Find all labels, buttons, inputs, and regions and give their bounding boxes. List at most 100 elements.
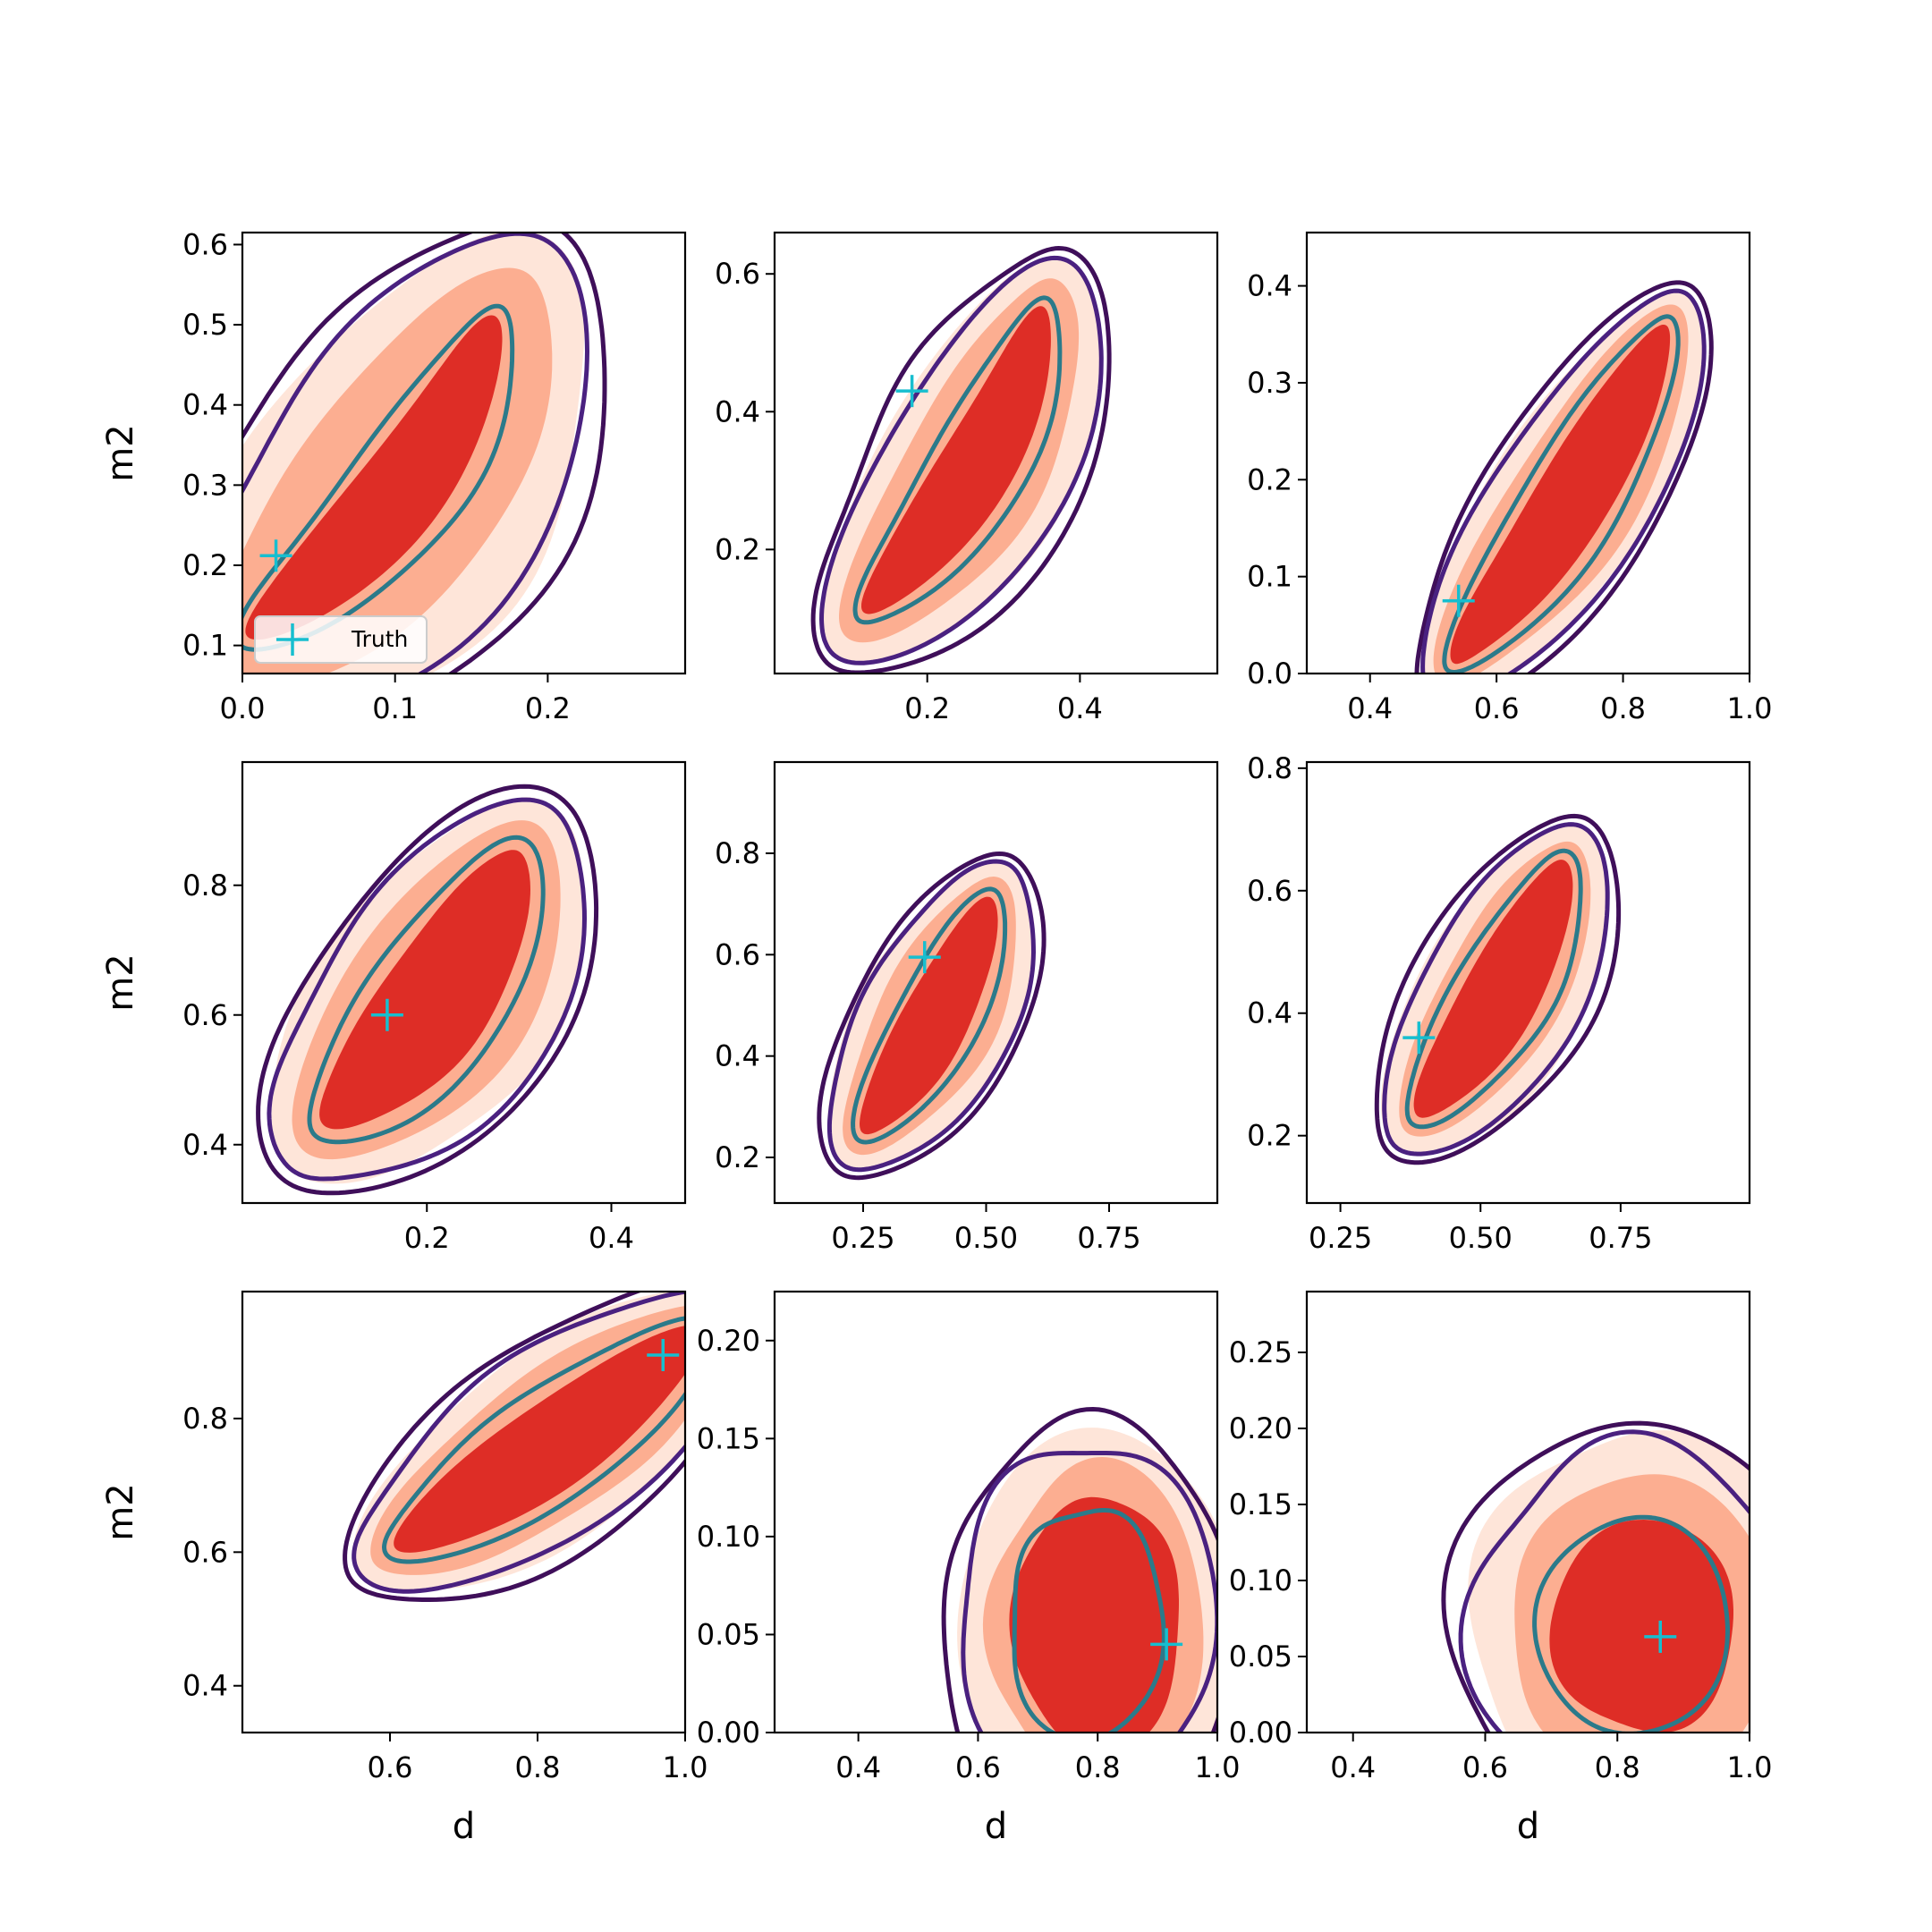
contour-line-2 xyxy=(819,255,1104,665)
density-fill-level-3 xyxy=(319,850,530,1130)
y-tick-label: 0.4 xyxy=(182,1128,228,1162)
axes-frame xyxy=(241,760,687,1205)
panel-row2-col1: 0.2 0.4 0.4 0.6 0.8 m2 xyxy=(100,760,687,1255)
contour-line-3 xyxy=(852,295,1063,625)
contour-line-3 xyxy=(382,1316,685,1564)
y-tick-label: 0.1 xyxy=(1247,560,1292,594)
x-tick-label: 0.6 xyxy=(955,1750,1001,1784)
density-fill-level-3 xyxy=(1009,1496,1179,1733)
y-tick-label: 0.2 xyxy=(715,532,760,566)
x-tick-label: 0.2 xyxy=(404,1221,450,1255)
truth-marker xyxy=(1402,1021,1436,1055)
y-tick-label: 0.3 xyxy=(182,468,228,502)
x-tick-label: 0.8 xyxy=(1075,1750,1121,1784)
legend: Truth xyxy=(254,615,428,664)
y-tick-label: 0.15 xyxy=(697,1421,760,1455)
x-tick-label: 0.75 xyxy=(1077,1221,1140,1255)
x-tick-label: 0.0 xyxy=(220,691,266,725)
panel-row3-col2: 0.4 0.6 0.8 1.0 0.00 0.05 0.10 0.15 0.20 d xyxy=(697,1290,1240,1847)
contour-line-2 xyxy=(352,1292,685,1594)
y-tick-label: 0.3 xyxy=(1247,366,1292,400)
x-tick-label: 0.75 xyxy=(1589,1221,1652,1255)
contour-line-1 xyxy=(242,233,607,674)
y-tick-label: 0.5 xyxy=(182,308,228,342)
x-axis-label: d xyxy=(453,1806,475,1847)
x-tick-label: 0.8 xyxy=(1600,691,1646,725)
truth-marker xyxy=(895,375,928,408)
y-tick-label: 0.4 xyxy=(182,1669,228,1703)
panel-row1-col1: 0.0 0.1 0.2 0.1 0.2 0.3 0.4 0.5 0.6 Truth m2 xyxy=(100,227,687,725)
x-tick-label: 0.4 xyxy=(589,1221,634,1255)
y-tick-label: 0.6 xyxy=(182,1535,228,1569)
density-fill-level-3 xyxy=(1450,325,1671,665)
y-tick-label: 0.8 xyxy=(182,869,228,902)
contour-line-2 xyxy=(242,233,589,674)
panel-row2-col3: 0.25 0.50 0.75 0.2 0.4 0.6 0.8 xyxy=(1247,751,1751,1255)
density-fill-level-3 xyxy=(394,1326,685,1553)
contour-line-3 xyxy=(1532,1514,1730,1733)
contour-line-3 xyxy=(1012,1508,1166,1733)
density-fill-level-3 xyxy=(861,306,1051,614)
y-tick-label: 0.10 xyxy=(1229,1563,1292,1597)
y-tick-label: 0.15 xyxy=(1229,1487,1292,1521)
x-tick-label: 0.4 xyxy=(1330,1750,1376,1784)
x-tick-label: 0.8 xyxy=(1595,1750,1640,1784)
y-tick-label: 0.4 xyxy=(1247,996,1292,1030)
contour-line-3 xyxy=(851,886,1008,1145)
axes-frame xyxy=(1305,760,1751,1205)
x-tick-label: 0.50 xyxy=(1449,1221,1513,1255)
y-tick-label: 0.4 xyxy=(1247,269,1292,303)
x-tick-label: 0.50 xyxy=(954,1221,1018,1255)
plot-area xyxy=(1441,1420,1750,1733)
contour-line-2 xyxy=(1458,1429,1750,1733)
contour-line-1 xyxy=(817,852,1046,1181)
x-tick-label: 0.6 xyxy=(368,1750,413,1784)
panel-row3-col1: 0.6 0.8 1.0 0.4 0.6 0.8 m2 d xyxy=(100,1290,708,1847)
x-tick-label: 0.4 xyxy=(1057,691,1103,725)
x-tick-label: 0.6 xyxy=(1474,691,1520,725)
plot-area xyxy=(941,1407,1217,1733)
y-tick-label: 0.4 xyxy=(715,394,760,428)
contour-line-3 xyxy=(242,303,515,652)
y-tick-label: 0.2 xyxy=(715,1140,760,1174)
axes-frame xyxy=(241,231,687,675)
truth-marker xyxy=(647,1338,680,1371)
x-tick-label: 0.8 xyxy=(515,1750,561,1784)
legend-label: Truth xyxy=(351,626,408,652)
x-tick-label: 0.25 xyxy=(1309,1221,1372,1255)
contour-line-2 xyxy=(1420,288,1707,674)
y-tick-label: 0.6 xyxy=(715,257,760,291)
density-fill-level-3 xyxy=(1549,1520,1733,1733)
y-tick-label: 0.2 xyxy=(1247,1119,1292,1153)
y-tick-label: 0.2 xyxy=(1247,462,1292,496)
axes-frame xyxy=(773,760,1219,1205)
truth-marker xyxy=(1150,1628,1183,1661)
axes-frame xyxy=(1305,1290,1751,1734)
x-tick-label: 0.4 xyxy=(835,1750,881,1784)
x-tick-label: 0.2 xyxy=(525,691,571,725)
y-axis-label: m2 xyxy=(100,1483,141,1540)
y-tick-label: 0.0 xyxy=(1247,657,1292,691)
density-fill-level-3 xyxy=(245,315,503,640)
y-tick-label: 0.6 xyxy=(1247,874,1292,908)
y-tick-label: 0.20 xyxy=(1229,1411,1292,1445)
contour-line-1 xyxy=(1414,280,1714,674)
y-tick-label: 0.4 xyxy=(182,388,228,422)
x-tick-label: 0.2 xyxy=(904,691,950,725)
panel-row1-col3: 0.4 0.6 0.8 1.0 0.0 0.1 0.2 0.3 0.4 xyxy=(1247,231,1772,725)
y-tick-label: 0.8 xyxy=(1247,751,1292,785)
plot-area xyxy=(343,1292,685,1602)
x-tick-label: 0.4 xyxy=(1347,691,1393,725)
y-tick-label: 0.2 xyxy=(182,548,228,582)
y-tick-label: 0.00 xyxy=(697,1716,760,1750)
plot-area xyxy=(810,246,1112,674)
y-tick-label: 0.8 xyxy=(715,836,760,870)
axes-frame xyxy=(773,1290,1219,1734)
plot-area xyxy=(1414,280,1714,674)
y-tick-label: 0.05 xyxy=(1229,1640,1292,1674)
y-tick-label: 0.25 xyxy=(1229,1335,1292,1369)
contour-line-1 xyxy=(256,784,599,1196)
axes-frame xyxy=(1305,231,1751,675)
contour-line-2 xyxy=(826,859,1036,1173)
